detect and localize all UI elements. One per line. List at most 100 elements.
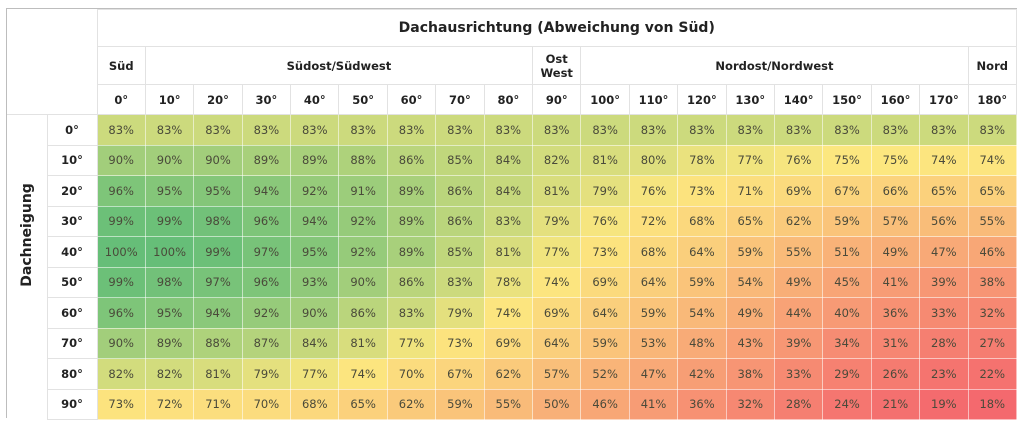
heatmap-cell: 57% bbox=[870, 205, 921, 237]
heatmap-cell: 40% bbox=[822, 297, 872, 329]
heatmap-cell: 99% bbox=[144, 205, 195, 237]
heatmap-cell: 27% bbox=[967, 327, 1018, 359]
heatmap-cell: 70% bbox=[386, 358, 437, 390]
heatmap-cell: 64% bbox=[532, 327, 582, 359]
corner-cell bbox=[7, 9, 98, 115]
heatmap-cell: 84% bbox=[483, 175, 534, 207]
heatmap-cell: 62% bbox=[483, 358, 534, 390]
heatmap-cell: 83% bbox=[96, 114, 146, 146]
heatmap-cell: 54% bbox=[677, 297, 727, 329]
heatmap-cell: 64% bbox=[628, 266, 679, 298]
column-group-header: Ost West bbox=[532, 46, 582, 85]
heatmap-cell: 36% bbox=[677, 388, 727, 420]
heatmap-cell: 49% bbox=[870, 236, 921, 268]
heatmap-cell: 87% bbox=[241, 327, 292, 359]
heatmap-cell: 83% bbox=[773, 114, 824, 146]
row-header: 30° bbox=[46, 205, 98, 237]
row-header: 20° bbox=[46, 175, 98, 207]
heatmap-cell: 76% bbox=[773, 144, 824, 176]
heatmap-cell: 89% bbox=[386, 175, 437, 207]
heatmap-cell: 49% bbox=[725, 297, 775, 329]
heatmap-cell: 74% bbox=[483, 297, 534, 329]
heatmap-cell: 59% bbox=[580, 327, 630, 359]
heatmap-cell: 82% bbox=[96, 358, 146, 390]
heatmap-cell: 94% bbox=[193, 297, 243, 329]
heatmap-cell: 24% bbox=[822, 388, 872, 420]
heatmap-cell: 99% bbox=[96, 266, 146, 298]
heatmap-cell: 90% bbox=[96, 327, 146, 359]
heatmap-cell: 95% bbox=[144, 297, 195, 329]
heatmap-cell: 82% bbox=[144, 358, 195, 390]
heatmap-cell: 52% bbox=[580, 358, 630, 390]
heatmap-cell: 28% bbox=[919, 327, 969, 359]
table-row: 20° 96% 95% 95% 94% 92% 91% 89% 86% 84% 81% 79% 76% 7… bbox=[7, 175, 1018, 207]
heatmap-cell: 41% bbox=[628, 388, 679, 420]
heatmap-cell: 74% bbox=[967, 144, 1018, 176]
heatmap-cell: 31% bbox=[870, 327, 921, 359]
heatmap-cell: 86% bbox=[435, 205, 485, 237]
heatmap-cell: 96% bbox=[241, 266, 292, 298]
column-header: 90° bbox=[532, 84, 582, 115]
heatmap-cell: 22% bbox=[967, 358, 1018, 390]
column-header: 170° bbox=[919, 84, 969, 115]
heatmap-cell: 41% bbox=[870, 266, 921, 298]
column-group-row: Süd Südost/Südwest Ost West Nordost/Nordwes… bbox=[7, 46, 1018, 85]
column-header: 10° bbox=[144, 84, 195, 115]
heatmap-cell: 76% bbox=[628, 175, 679, 207]
heatmap-cell: 89% bbox=[290, 144, 340, 176]
heatmap-cell: 98% bbox=[193, 205, 243, 237]
heatmap-cell: 38% bbox=[725, 358, 775, 390]
heatmap-cell: 95% bbox=[290, 236, 340, 268]
heatmap-cell: 47% bbox=[628, 358, 679, 390]
heatmap-cell: 92% bbox=[338, 236, 388, 268]
table-row: 70° 90% 89% 88% 87% 84% 81% 77% 73% 69% 64% 59% 53% 4… bbox=[7, 327, 1018, 359]
heatmap-cell: 59% bbox=[435, 388, 485, 420]
heatmap-cell: 84% bbox=[290, 327, 340, 359]
column-header: 140° bbox=[773, 84, 824, 115]
heatmap-cell: 90% bbox=[290, 297, 340, 329]
heatmap-cell: 55% bbox=[483, 388, 534, 420]
table-row: 30° 99% 99% 98% 96% 94% 92% 89% 86% 83% 79% 76% 72% 6… bbox=[7, 205, 1018, 237]
heatmap-cell: 43% bbox=[725, 327, 775, 359]
column-header: 160° bbox=[870, 84, 921, 115]
heatmap-cell: 55% bbox=[967, 205, 1018, 237]
table-row: 50° 99% 98% 97% 96% 93% 90% 86% 83% 78% 74% 69% 64% 5… bbox=[7, 266, 1018, 298]
heatmap-cell: 69% bbox=[773, 175, 824, 207]
heatmap-cell: 38% bbox=[967, 266, 1018, 298]
heatmap-cell: 71% bbox=[193, 388, 243, 420]
heatmap-cell: 64% bbox=[580, 297, 630, 329]
heatmap-cell: 85% bbox=[435, 236, 485, 268]
heatmap-cell: 39% bbox=[773, 327, 824, 359]
heatmap-cell: 95% bbox=[193, 175, 243, 207]
heatmap-cell: 99% bbox=[193, 236, 243, 268]
heatmap-cell: 45% bbox=[822, 266, 872, 298]
table-row: 60° 96% 95% 94% 92% 90% 86% 83% 79% 74% 69% 64% 59% 5… bbox=[7, 297, 1018, 329]
heatmap-cell: 99% bbox=[96, 205, 146, 237]
column-header: 130° bbox=[725, 84, 775, 115]
heatmap-cell: 32% bbox=[725, 388, 775, 420]
heatmap-cell: 81% bbox=[338, 327, 388, 359]
heatmap-cell: 23% bbox=[919, 358, 969, 390]
heatmap-cell: 83% bbox=[435, 266, 485, 298]
column-header: 40° bbox=[290, 84, 340, 115]
heatmap-cell: 18% bbox=[967, 388, 1018, 420]
column-group-header: Nord bbox=[967, 46, 1018, 85]
heatmap-cell: 46% bbox=[580, 388, 630, 420]
table-row: 40° 100% 100% 99% 97% 95% 92% 89% 85% 81% 77% 73% 68… bbox=[7, 236, 1018, 268]
heatmap-cell: 26% bbox=[870, 358, 921, 390]
heatmap-cell: 19% bbox=[919, 388, 969, 420]
column-group-header: Süd bbox=[96, 46, 146, 85]
chart-title: Dachausrichtung (Abweichung von Süd) bbox=[96, 9, 1017, 47]
row-header: 80° bbox=[46, 358, 98, 390]
heatmap-cell: 94% bbox=[290, 205, 340, 237]
heatmap-cell: 68% bbox=[677, 205, 727, 237]
heatmap-cell: 83% bbox=[870, 114, 921, 146]
heatmap-cell: 86% bbox=[338, 297, 388, 329]
y-axis-label-cell: Dachneigung bbox=[7, 114, 47, 420]
heatmap-cell: 79% bbox=[435, 297, 485, 329]
heatmap-cell: 81% bbox=[193, 358, 243, 390]
column-header: 120° bbox=[677, 84, 727, 115]
heatmap-cell: 59% bbox=[677, 266, 727, 298]
heatmap-cell: 49% bbox=[773, 266, 824, 298]
heatmap-cell: 74% bbox=[919, 144, 969, 176]
